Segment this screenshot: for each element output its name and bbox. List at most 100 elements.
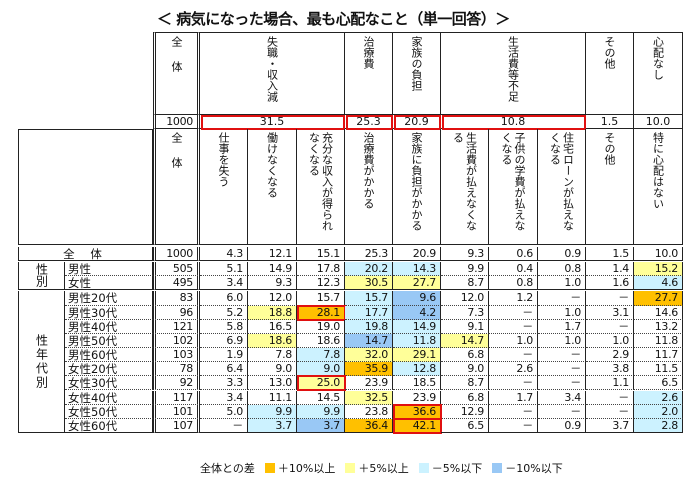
n-text: 92 [179,376,194,390]
cell-value: 14.7 [460,333,485,347]
data-cell: － [489,305,538,320]
data-cell: 15.7 [345,291,393,306]
data-cell: 32.0 [345,348,393,363]
cell-value: 13.0 [268,376,293,390]
row-n: 96 [153,305,200,320]
row-label: 男性40代 [65,319,153,334]
row-label: 女性30代 [65,376,153,391]
legend-label-minus10: －10%以下 [505,462,563,475]
data-cell: 2.6 [634,390,683,405]
data-cell: 0.8 [489,276,538,291]
summary-text: 1.5 [600,115,619,128]
data-cell: 27.7 [634,291,683,306]
data-cell: 1.1 [586,376,634,391]
summary-value: 20.9 [393,115,441,129]
legend-swatch-plus10 [264,463,275,473]
row-n: 117 [153,390,200,405]
data-cell: 12.3 [297,276,345,291]
cell-value: 11.8 [654,333,679,347]
sub-header-col: 住宅ローンが払えなくなる [538,129,586,245]
data-cell: 3.8 [586,362,634,377]
cell-value: 25.3 [364,247,389,260]
data-cell: 3.7 [248,418,297,433]
data-cell: 0.9 [538,418,586,433]
row-label: 女性50代 [65,404,153,419]
cell-value: 12.1 [268,247,293,260]
cell-value: 9.9 [323,404,340,418]
data-cell: 1.2 [489,291,538,306]
data-cell: 6.9 [200,333,248,349]
data-cell: 2.6 [489,362,538,377]
data-cell: 9.9 [441,262,489,277]
data-cell: － [200,418,248,433]
cell-value: 12.0 [460,291,485,305]
cell-value: 8.7 [467,276,484,290]
row-label-text: 女性40代 [68,390,118,405]
data-cell: 18.8 [248,305,297,320]
data-cell: 3.1 [586,305,634,320]
cell-value: 1.0 [564,333,581,347]
summary-value: 10.8 [441,115,586,129]
data-cell: 14.5 [297,390,345,405]
column-label: 家族に負担がかかる [410,132,423,231]
top-header-group: 家族の負担 [393,32,441,115]
data-cell: － [538,291,586,306]
row-label-text: 男性30代 [68,305,118,320]
cell-value: 3.4 [564,390,581,404]
sub-header-col: 特に心配はない [634,129,683,245]
data-cell: 9.9 [248,404,297,419]
row-n: 92 [153,376,200,391]
header-label: 全体 [170,132,183,182]
data-cell: 3.4 [538,390,586,405]
group-label: 生活費等不足 [506,36,520,102]
data-cell: 6.0 [200,291,248,306]
data-cell: 12.1 [248,247,297,262]
cell-value: 14.7 [364,333,389,347]
n-text: 96 [179,305,194,319]
data-cell: 18.6 [248,333,297,349]
cell-value: 0.9 [564,247,581,260]
row-label: 女性60代 [65,418,153,433]
cell-value: 0.4 [516,262,533,276]
column-label: 子供の学費が払えなくなる [500,132,526,231]
row-label: 男性 [65,262,153,277]
row-label-text: 男性40代 [68,319,118,334]
cell-value: 5.8 [226,319,243,333]
group-label: その他 [603,36,616,69]
data-cell: 8.7 [441,276,489,291]
column-label: 住宅ローンが払えなくなる [548,132,575,231]
cell-value: 36.6 [412,404,437,418]
data-cell: 12.0 [441,291,489,306]
row-n: 107 [153,418,200,433]
cell-value: 4.2 [419,305,436,319]
data-cell: 20.2 [345,262,393,277]
cell-value: 5.2 [226,305,243,319]
data-cell: 7.3 [441,305,489,320]
data-cell: 1.7 [538,319,586,334]
data-cell: 3.7 [586,418,634,433]
cell-value: 1.0 [516,333,533,347]
cell-value: 30.5 [364,276,389,290]
data-cell: 1.0 [489,333,538,349]
data-cell: 13.2 [634,319,683,334]
data-cell: 9.6 [393,291,441,306]
data-cell: 36.6 [393,404,441,419]
data-cell: 7.8 [297,348,345,363]
data-cell: － [489,348,538,363]
legend-swatch-minus5 [418,463,429,473]
cell-value: 17.7 [364,305,389,319]
row-n: 121 [153,319,200,334]
data-cell: 9.0 [248,362,297,377]
data-cell: 6.4 [200,362,248,377]
group-sex-age: 性年代別 [18,291,65,433]
cell-value: 6.5 [661,376,678,390]
row-n: 83 [153,291,200,306]
cell-value: 14.5 [316,390,341,404]
cell-value: 15.1 [316,247,341,260]
data-cell: 10.0 [634,247,683,262]
data-cell: 9.0 [441,362,489,377]
cell-value: 3.4 [226,390,243,404]
data-cell: － [489,319,538,334]
data-cell: － [538,362,586,377]
cell-value: 20.9 [412,247,437,260]
